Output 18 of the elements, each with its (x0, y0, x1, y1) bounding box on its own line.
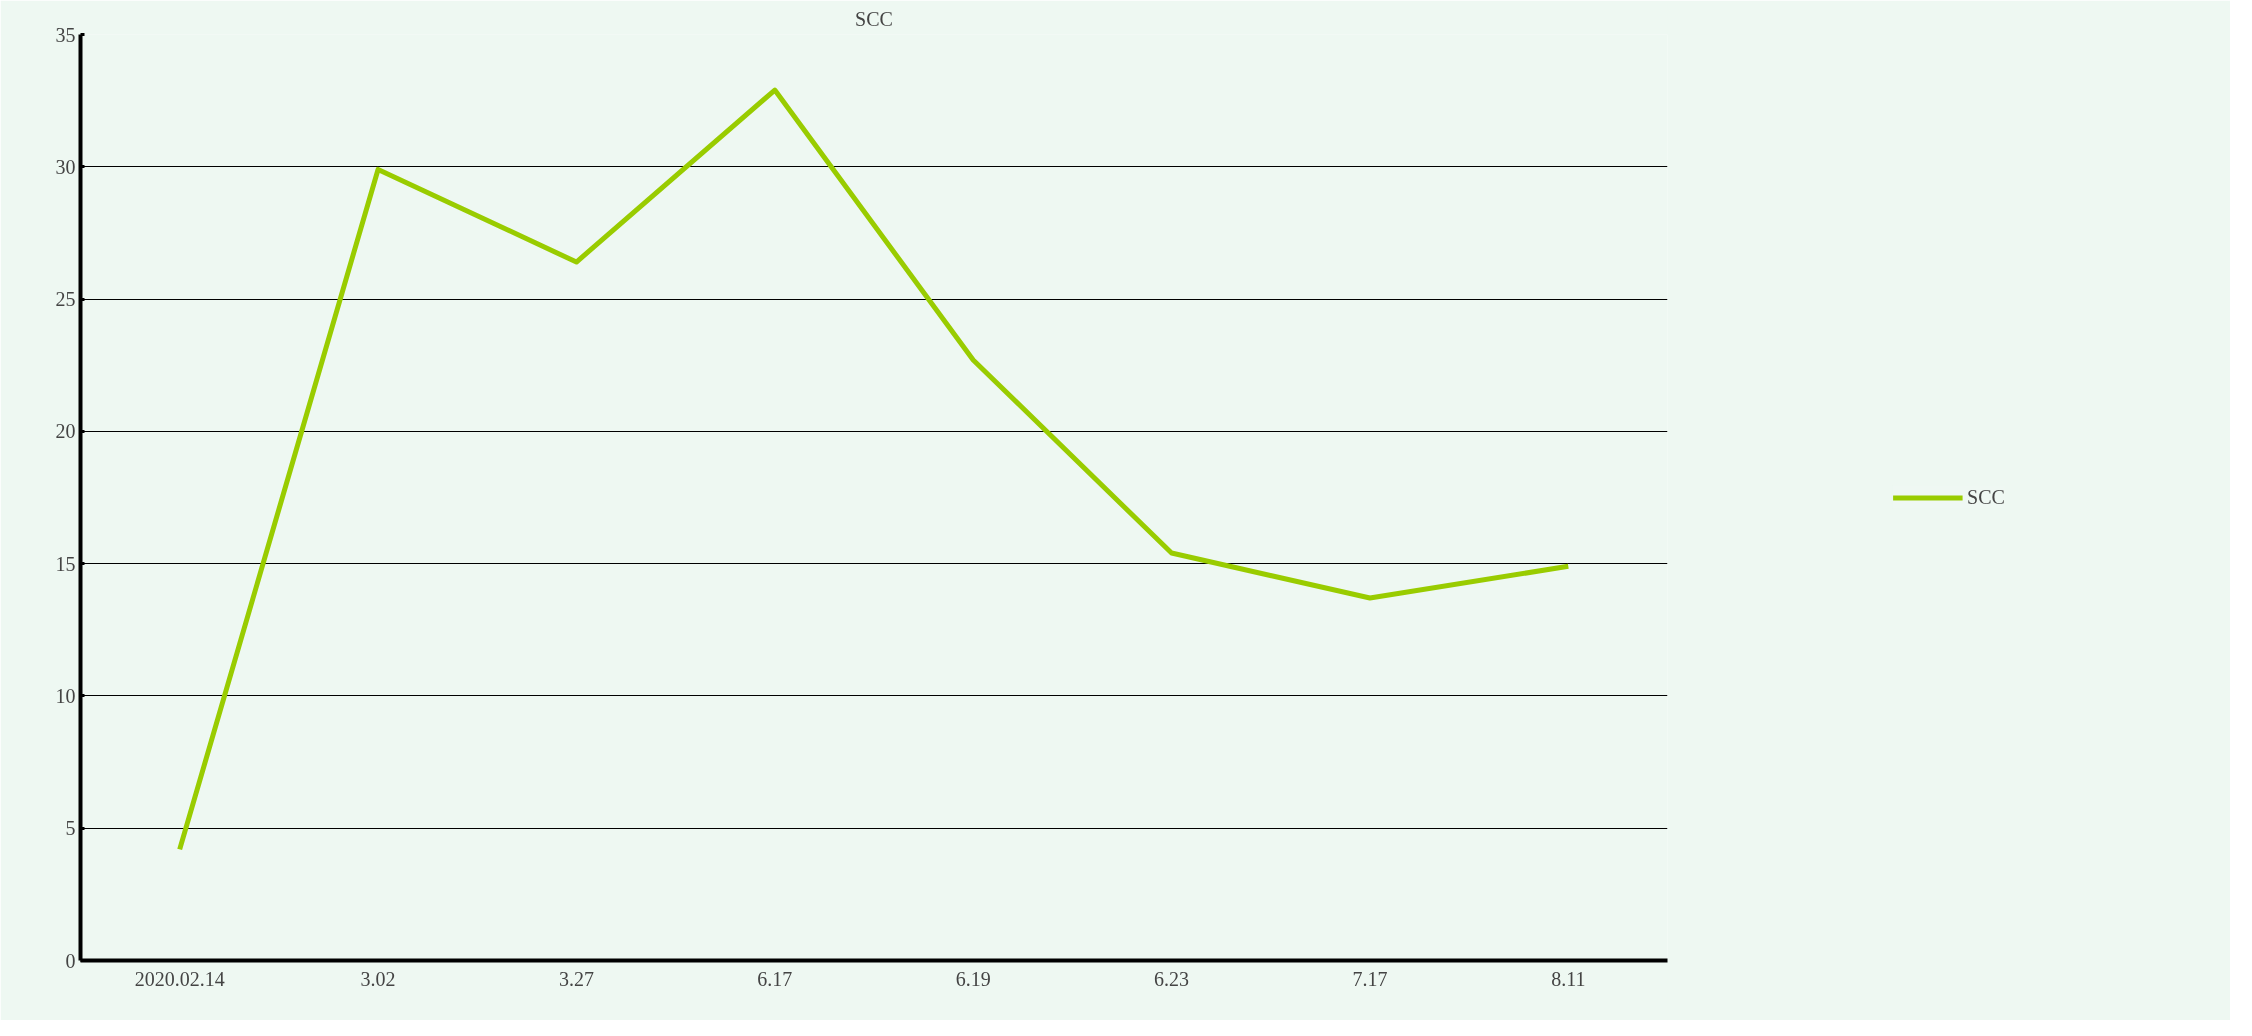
legend-label: SCC (1967, 485, 2005, 509)
x-tick-label: 6.19 (955, 967, 991, 990)
x-tick-label: 7.17 (1352, 967, 1388, 990)
y-tick-label: 10 (55, 684, 76, 707)
x-tick-label: 2020.02.14 (134, 967, 225, 990)
chart-title: SCC (855, 7, 893, 30)
y-tick-label: 15 (55, 552, 76, 575)
y-tick-label: 20 (55, 420, 76, 443)
y-tick-label: 30 (55, 155, 76, 178)
x-tick-label: 6.23 (1154, 967, 1190, 990)
x-tick-label: 8.11 (1551, 967, 1586, 990)
y-tick-label: 0 (65, 949, 76, 972)
y-tick-label: 5 (65, 817, 76, 840)
y-tick-label: 35 (55, 23, 76, 46)
x-tick-label: 3.27 (558, 967, 594, 990)
y-tick-label: 25 (55, 288, 76, 311)
x-tick-label: 6.17 (757, 967, 793, 990)
x-tick-label: 3.02 (360, 967, 396, 990)
